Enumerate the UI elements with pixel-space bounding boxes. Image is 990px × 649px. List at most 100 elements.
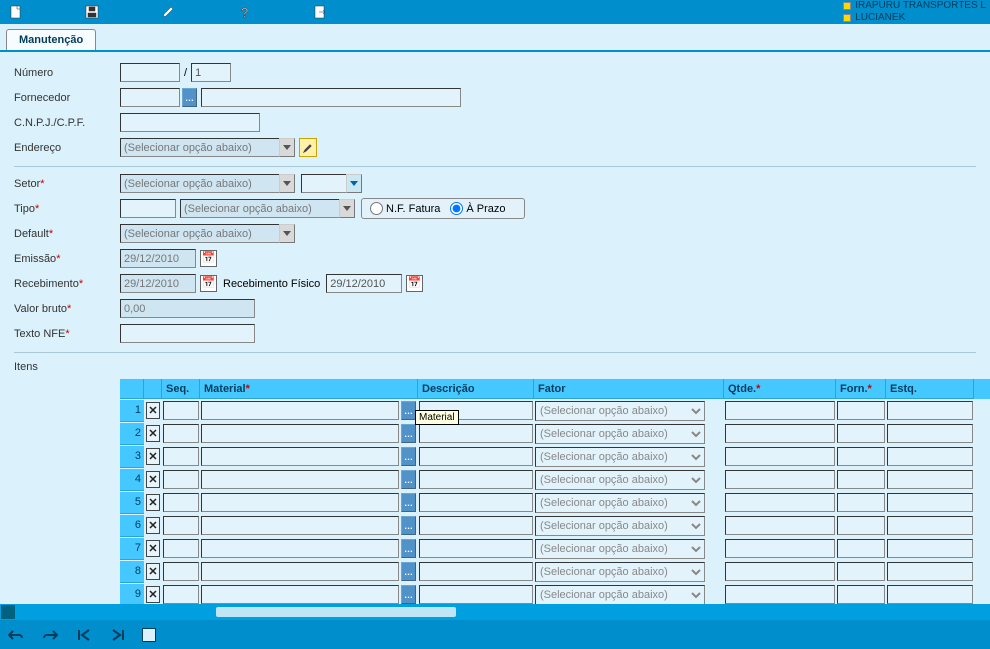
recebimento-fisico-calendar-button[interactable] [406, 275, 423, 292]
endereco-dropdown-button[interactable] [279, 138, 295, 157]
forn-input[interactable] [837, 447, 885, 466]
recebimento-fisico-input[interactable] [326, 274, 402, 293]
material-lookup-button[interactable]: … [401, 539, 416, 558]
tipo-code-input[interactable] [120, 199, 176, 218]
seq-input[interactable] [163, 493, 199, 512]
delete-row-button[interactable]: ✕ [146, 586, 160, 603]
last-button[interactable] [108, 626, 128, 644]
fator-select[interactable]: (Selecionar opção abaixo) [535, 447, 705, 467]
default-dropdown-button[interactable] [279, 224, 295, 243]
radio-a-prazo[interactable]: À Prazo [450, 202, 505, 215]
setor-dropdown-button[interactable] [279, 174, 295, 193]
recebimento-calendar-button[interactable] [200, 275, 217, 292]
estq-input[interactable] [887, 539, 973, 558]
descricao-input[interactable] [419, 539, 533, 558]
material-input[interactable] [201, 424, 399, 443]
material-lookup-button[interactable]: … [401, 516, 416, 535]
descricao-input[interactable] [419, 516, 533, 535]
new-icon[interactable] [8, 4, 24, 20]
emissao-input[interactable] [120, 249, 196, 268]
delete-row-button[interactable]: ✕ [146, 563, 160, 580]
estq-input[interactable] [887, 516, 973, 535]
qtde-input[interactable] [725, 516, 835, 535]
qtde-input[interactable] [725, 401, 835, 420]
qtde-input[interactable] [725, 424, 835, 443]
fator-select[interactable]: (Selecionar opção abaixo) [535, 516, 705, 536]
delete-row-button[interactable]: ✕ [146, 517, 160, 534]
help-icon[interactable]: ? [236, 4, 252, 20]
valor-bruto-input[interactable] [120, 299, 255, 318]
qtde-input[interactable] [725, 539, 835, 558]
delete-row-button[interactable]: ✕ [146, 540, 160, 557]
emissao-calendar-button[interactable] [200, 250, 217, 267]
forn-input[interactable] [837, 493, 885, 512]
redo-button[interactable] [40, 626, 60, 644]
setor-extra-input[interactable] [301, 174, 347, 193]
endereco-select[interactable] [120, 138, 280, 157]
estq-input[interactable] [887, 401, 973, 420]
material-input[interactable] [201, 585, 399, 604]
seq-input[interactable] [163, 424, 199, 443]
material-input[interactable] [201, 470, 399, 489]
material-input[interactable] [201, 493, 399, 512]
forn-input[interactable] [837, 401, 885, 420]
delete-row-button[interactable]: ✕ [146, 448, 160, 465]
setor-select[interactable] [120, 174, 280, 193]
delete-row-button[interactable]: ✕ [146, 402, 160, 419]
delete-row-button[interactable]: ✕ [146, 471, 160, 488]
seq-input[interactable] [163, 539, 199, 558]
horizontal-scrollbar[interactable] [0, 604, 990, 620]
material-lookup-button[interactable]: … [401, 470, 416, 489]
material-input[interactable] [201, 401, 399, 420]
estq-input[interactable] [887, 493, 973, 512]
delete-row-button[interactable]: ✕ [146, 494, 160, 511]
fator-select[interactable]: (Selecionar opção abaixo) [535, 562, 705, 582]
estq-input[interactable] [887, 562, 973, 581]
radio-nf-fatura-input[interactable] [370, 202, 383, 215]
fator-select[interactable]: (Selecionar opção abaixo) [535, 401, 705, 421]
forn-input[interactable] [837, 585, 885, 604]
estq-input[interactable] [887, 424, 973, 443]
estq-input[interactable] [887, 447, 973, 466]
fornecedor-lookup-button[interactable]: … [182, 88, 197, 107]
seq-input[interactable] [163, 585, 199, 604]
forn-input[interactable] [837, 424, 885, 443]
first-button[interactable] [74, 626, 94, 644]
material-lookup-button[interactable]: … [401, 447, 416, 466]
fator-select[interactable]: (Selecionar opção abaixo) [535, 585, 705, 605]
material-lookup-button[interactable]: … [401, 562, 416, 581]
numero-a-input[interactable] [120, 63, 180, 82]
numero-b-input[interactable] [191, 63, 231, 82]
forn-input[interactable] [837, 470, 885, 489]
fornecedor-code-input[interactable] [120, 88, 180, 107]
seq-input[interactable] [163, 562, 199, 581]
forn-input[interactable] [837, 562, 885, 581]
radio-nf-fatura[interactable]: N.F. Fatura [370, 202, 440, 215]
fator-select[interactable]: (Selecionar opção abaixo) [535, 493, 705, 513]
texto-nfe-input[interactable] [120, 324, 255, 343]
seq-input[interactable] [163, 516, 199, 535]
save-icon[interactable] [84, 4, 100, 20]
material-input[interactable] [201, 539, 399, 558]
descricao-input[interactable] [419, 470, 533, 489]
material-lookup-button[interactable]: … [401, 401, 416, 420]
delete-row-button[interactable]: ✕ [146, 425, 160, 442]
material-lookup-button[interactable]: … [401, 585, 416, 604]
seq-input[interactable] [163, 401, 199, 420]
scroll-left-button[interactable] [1, 605, 15, 619]
tipo-dropdown-button[interactable] [339, 199, 355, 218]
material-input[interactable] [201, 562, 399, 581]
qtde-input[interactable] [725, 585, 835, 604]
descricao-input[interactable] [419, 562, 533, 581]
qtde-input[interactable] [725, 470, 835, 489]
edit-icon[interactable] [160, 4, 176, 20]
recebimento-input[interactable] [120, 274, 196, 293]
fator-select[interactable]: (Selecionar opção abaixo) [535, 424, 705, 444]
cnpj-input[interactable] [120, 113, 260, 132]
forn-input[interactable] [837, 516, 885, 535]
tipo-select[interactable] [180, 199, 340, 218]
scroll-thumb[interactable] [216, 607, 456, 617]
exit-icon[interactable] [312, 4, 328, 20]
descricao-input[interactable] [419, 447, 533, 466]
material-input[interactable] [201, 447, 399, 466]
